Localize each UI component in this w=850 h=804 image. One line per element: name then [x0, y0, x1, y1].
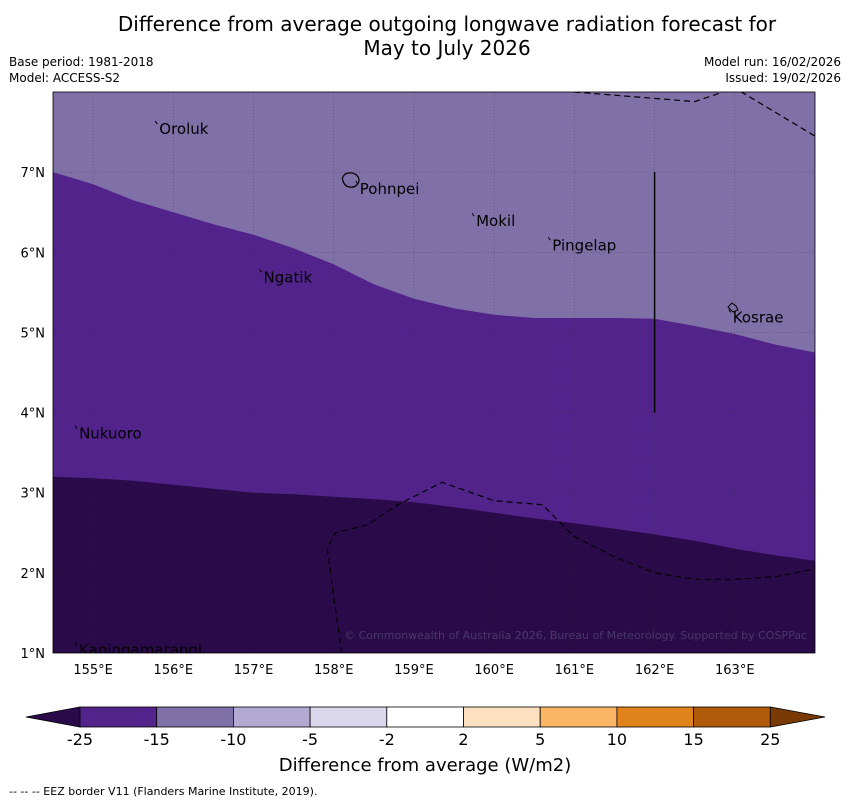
- base-period: Base period: 1981-2018: [9, 55, 154, 69]
- place-label: Mokil: [476, 212, 515, 230]
- model-run: Model run: 16/02/2026: [703, 55, 841, 69]
- model-name: Model: ACCESS-S2: [9, 71, 121, 85]
- colorbar-extend-low: [25, 706, 81, 728]
- colorbar-swatch-0: [79, 706, 158, 728]
- colorbar-extend-high: [769, 706, 826, 728]
- eez-border-0: [574, 92, 815, 137]
- lon-tick-label: 155°E: [73, 663, 113, 678]
- colorbar-tick-label: -10: [220, 730, 246, 749]
- place-marker-1: [355, 180, 359, 185]
- colorbar-tick-label: -15: [144, 730, 170, 749]
- place-marker-5: [728, 309, 732, 313]
- place-label: Nukuoro: [79, 425, 142, 443]
- place-label: Ngatik: [264, 268, 313, 286]
- lon-tick-label: 159°E: [394, 663, 434, 678]
- colorbar-tick-label: -2: [379, 730, 395, 749]
- region-strong-negative: [53, 476, 815, 653]
- lon-tick-label: 161°E: [555, 663, 595, 678]
- title-line-2: May to July 2026: [363, 36, 531, 60]
- map-figure: Oroluk Pohnpei Mokil Pingelap Ngatik Kosrae Nu…: [21, 91, 826, 749]
- plot-frame: [52, 91, 816, 654]
- eez-border-1: [326, 481, 815, 653]
- place-marker-0: [154, 120, 158, 125]
- map-title: Difference from average outgoing longwav…: [0, 12, 850, 60]
- place-label: Oroluk: [159, 120, 208, 138]
- colorbar-label: Difference from average (W/m2): [278, 755, 572, 776]
- lon-tick-label: 163°E: [715, 663, 755, 678]
- colorbar-tick-label: 10: [607, 730, 627, 749]
- colorbar-swatch-2: [232, 706, 311, 728]
- lon-tick-label: 162°E: [635, 663, 675, 678]
- meta-right: Model run: 16/02/2026 Issued: 19/02/2026: [704, 54, 841, 86]
- colorbar-swatch-6: [539, 706, 618, 728]
- colorbar-swatch-4: [386, 706, 464, 728]
- pohnpei-island-outline: [341, 172, 360, 188]
- lon-tick-label: 157°E: [234, 663, 274, 678]
- copyright-text: © Commonwealth of Australia 2026, Bureau…: [344, 629, 807, 642]
- lat-tick-label: 7°N: [21, 166, 46, 181]
- lat-tick-label: 2°N: [21, 567, 46, 582]
- lat-tick-label: 4°N: [21, 407, 46, 422]
- meta-left: Base period: 1981-2018 Model: ACCESS-S2: [9, 54, 154, 86]
- kosrae-island-outline: [727, 302, 739, 313]
- lon-tick-label: 160°E: [474, 663, 514, 678]
- place-label: Pingelap: [552, 236, 616, 254]
- colorbar-tick-label: -5: [302, 730, 318, 749]
- colorbar-tick-label: 15: [683, 730, 703, 749]
- place-label: Kapingamarangi: [79, 641, 202, 659]
- colorbar-swatch-3: [309, 706, 388, 728]
- lon-tick-label: 158°E: [314, 663, 354, 678]
- place-marker-6: [74, 425, 78, 429]
- colorbar-swatch-8: [693, 706, 771, 728]
- lat-tick-label: 3°N: [21, 487, 46, 502]
- lat-tick-label: 6°N: [21, 246, 46, 261]
- lon-tick-label: 156°E: [154, 663, 194, 678]
- colorbar-tick-label: 2: [458, 730, 468, 749]
- colorbar-swatch-7: [616, 706, 695, 728]
- place-marker-4: [259, 269, 262, 273]
- colorbar-tick-label: 5: [535, 730, 545, 749]
- footnote: -- -- -- EEZ border V11 (Flanders Marine…: [9, 785, 318, 798]
- colorbar-swatch-5: [463, 706, 541, 728]
- place-marker-3: [547, 236, 551, 241]
- place-marker-7: [74, 641, 78, 646]
- issued-date: Issued: 19/02/2026: [725, 71, 841, 85]
- lat-tick-label: 5°N: [21, 326, 46, 341]
- lat-tick-label: 1°N: [21, 647, 46, 662]
- plot-area: Oroluk Pohnpei Mokil Pingelap Ngatik Kosrae Nu…: [53, 92, 815, 659]
- place-label: Pohnpei: [360, 180, 420, 198]
- place-label: Kosrae: [733, 308, 784, 326]
- title-line-1: Difference from average outgoing longwav…: [117, 12, 777, 36]
- colorbar-swatch-1: [156, 706, 234, 728]
- colorbar-tick-label: 25: [760, 730, 780, 749]
- colorbar-tick-label: -25: [67, 730, 93, 749]
- place-marker-2: [471, 212, 475, 217]
